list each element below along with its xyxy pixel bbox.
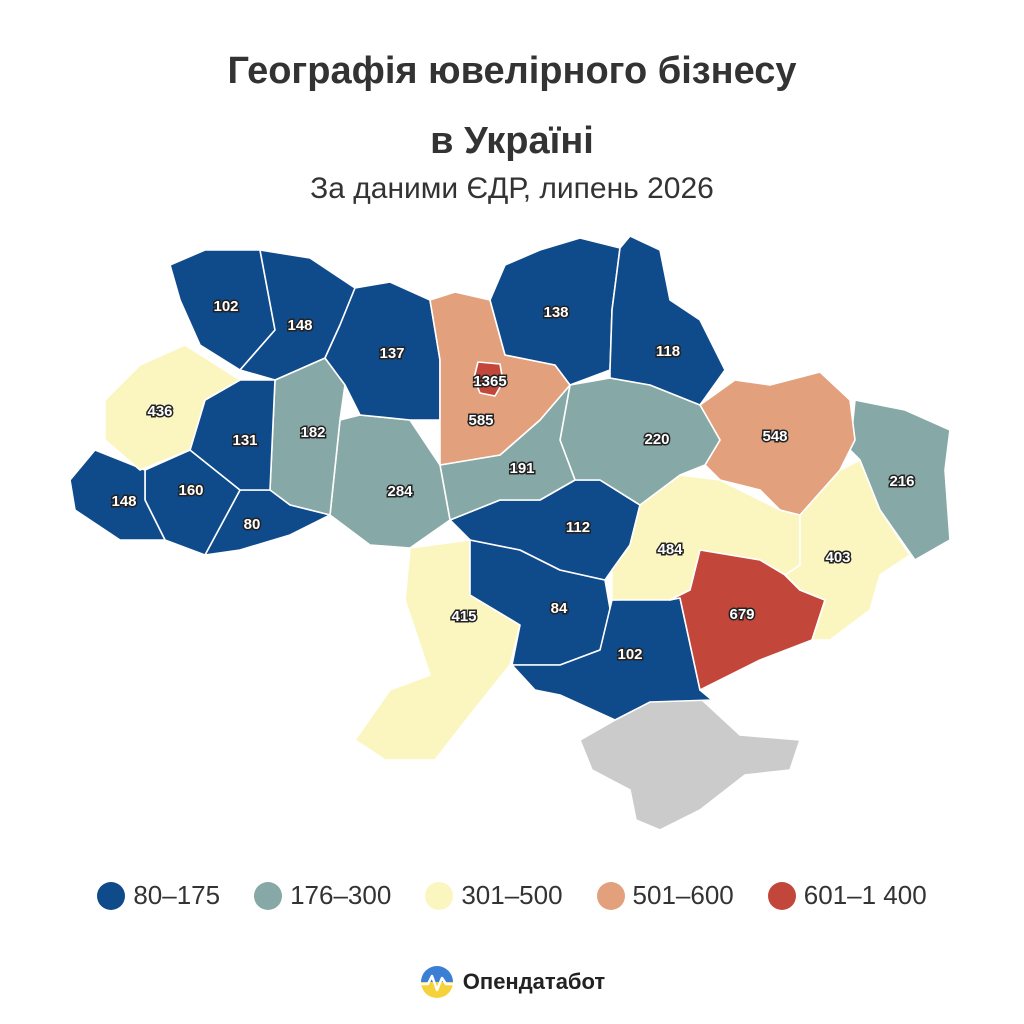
- legend-item-1: 80–175: [97, 880, 220, 911]
- value-kirovohrad: 112: [566, 519, 590, 536]
- region-kherson: [511, 597, 713, 721]
- value-luhansk: 216: [889, 473, 914, 490]
- value-mykolaiv: 84: [551, 600, 568, 617]
- value-zhytomyr: 137: [379, 345, 404, 362]
- value-zakarpattia: 148: [111, 493, 136, 510]
- value-lviv: 436: [147, 403, 172, 420]
- value-rivne: 148: [287, 317, 312, 334]
- value-odesa: 415: [451, 608, 476, 625]
- legend-swatch-5: [767, 881, 796, 910]
- map-title-line1: Географія ювелірного бізнесу: [227, 50, 797, 92]
- value-ternopil: 131: [232, 432, 257, 449]
- value-zaporizhzhia: 679: [729, 606, 754, 623]
- legend-swatch-3: [425, 881, 454, 910]
- region-kyiv-city: [473, 361, 504, 397]
- region-luhansk: [849, 399, 951, 561]
- region-zakarpattia: [69, 449, 166, 541]
- legend-label-5: 601–1 400: [803, 880, 927, 910]
- brand-name: Опендатабот: [462, 969, 606, 994]
- value-chernivtsi: 80: [244, 516, 261, 533]
- map-legend: 80–175 176–300 301–500 501–600 601–1 400: [0, 880, 1024, 911]
- value-dnipro: 484: [657, 541, 683, 558]
- value-volyn: 102: [213, 298, 238, 315]
- brand-footer: Опендатабот: [0, 964, 1024, 1000]
- legend-label-3: 301–500: [461, 880, 563, 910]
- value-kherson: 102: [617, 646, 642, 663]
- brand-logo-icon: [420, 966, 453, 998]
- region-crimea: [579, 697, 801, 831]
- legend-item-4: 501–600: [596, 880, 734, 911]
- legend-swatch-2: [254, 881, 283, 910]
- legend-label-1: 80–175: [133, 880, 221, 910]
- legend-swatch-1: [97, 881, 126, 910]
- value-donetsk: 403: [825, 549, 850, 566]
- legend-item-3: 301–500: [425, 880, 563, 911]
- value-cherkasy: 191: [509, 460, 534, 477]
- value-kharkiv: 548: [762, 428, 787, 445]
- region-vinnytsia: [329, 414, 451, 549]
- value-sumy: 118: [656, 343, 680, 360]
- legend-item-2: 176–300: [254, 880, 391, 911]
- map-subtitle: За даними ЄДР, липень 2026: [310, 172, 714, 205]
- region-lviv: [104, 344, 241, 471]
- value-chernihiv: 138: [543, 304, 568, 321]
- value-ivano-frankivsk: 160: [178, 482, 203, 499]
- value-poltava: 220: [644, 431, 669, 448]
- value-kyiv-city: 1365: [473, 373, 506, 390]
- region-sumy: [609, 235, 726, 406]
- region-kharkiv: [699, 371, 856, 516]
- legend-label-4: 501–600: [632, 880, 734, 910]
- value-khmelnytskyi: 182: [300, 424, 325, 441]
- map-title-line2: в Україні: [430, 120, 594, 162]
- value-kyiv-oblast: 585: [468, 412, 493, 429]
- region-zhytomyr: [324, 281, 441, 421]
- legend-label-2: 176–300: [290, 880, 392, 910]
- value-vinnytsia: 284: [387, 483, 413, 500]
- legend-swatch-4: [596, 881, 625, 910]
- region-ternopil: [189, 379, 276, 491]
- legend-item-5: 601–1 400: [767, 880, 927, 911]
